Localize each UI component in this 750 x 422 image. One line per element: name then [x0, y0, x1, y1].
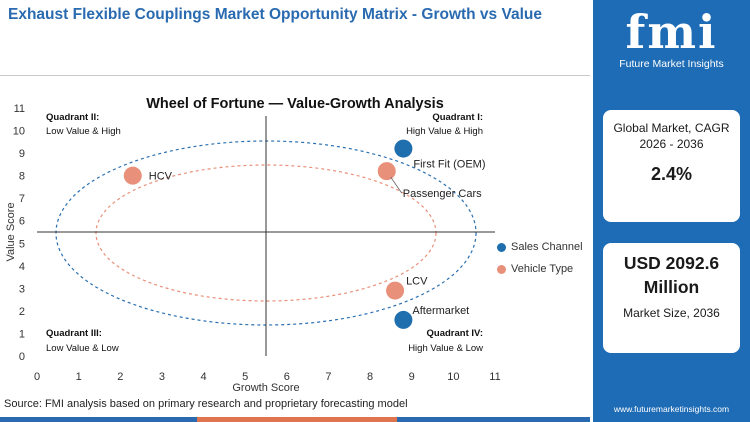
data-point-label: LCV	[406, 276, 428, 288]
x-axis-title: Growth Score	[232, 382, 299, 394]
data-point-label: Passenger Cars	[403, 188, 482, 200]
data-point-label: Aftermarket	[412, 305, 469, 317]
x-tick-label: 4	[200, 371, 206, 383]
cagr-value: 2.4%	[650, 164, 693, 184]
quadrant-description: High Value & Low	[408, 343, 483, 354]
x-tick-label: 3	[159, 371, 165, 383]
x-tick-label: 0	[34, 371, 40, 383]
y-tick-label: 10	[13, 126, 25, 138]
market-size-card: USD 2092.6 Million Market Size, 2036	[603, 243, 740, 353]
chart-legend: Sales Channel Vehicle Type	[497, 236, 583, 280]
y-tick-label: 8	[19, 171, 25, 183]
data-point	[386, 281, 405, 300]
y-tick-label: 4	[19, 261, 25, 273]
opportunity-matrix-chart: Wheel of Fortune — Value-Growth Analysis…	[5, 96, 501, 394]
cagr-card: Global Market, CAGR 2026 - 2036 2.4%	[603, 110, 740, 222]
legend-label-vehicle-type: Vehicle Type	[511, 263, 574, 275]
quadrant-title: Quadrant II:	[46, 112, 99, 123]
label-leader-line	[390, 176, 403, 194]
x-tick-label: 1	[76, 371, 82, 383]
quadrant-description: Low Value & Low	[46, 343, 119, 354]
y-tick-label: 11	[14, 103, 25, 115]
market-size-value: USD 2092.6 Million	[623, 253, 720, 297]
y-tick-label: 9	[19, 148, 25, 160]
data-point	[123, 166, 142, 185]
data-point-label: First Fit (OEM)	[413, 159, 485, 171]
x-tick-label: 9	[409, 371, 415, 383]
logo-tagline: Future Market Insights	[619, 58, 724, 70]
website-link[interactable]: www.futuremarketinsights.com	[613, 404, 730, 414]
data-point	[394, 139, 413, 158]
y-tick-label: 5	[19, 238, 25, 250]
page-title: Exhaust Flexible Couplings Market Opport…	[8, 6, 542, 23]
quadrant-title: Quadrant IV:	[427, 328, 483, 339]
legend-marker-vehicle-type	[497, 264, 506, 274]
quadrant-description: High Value & High	[406, 126, 483, 137]
cagr-label: Global Market, CAGR 2026 - 2036	[613, 121, 730, 151]
data-point	[394, 310, 413, 329]
data-point-label: HCV	[149, 171, 173, 183]
y-tick-label: 6	[19, 216, 25, 228]
y-tick-label: 3	[19, 283, 25, 295]
y-tick-label: 0	[19, 351, 25, 363]
sidebar: fmi Future Market Insights Global Market…	[593, 0, 750, 422]
x-tick-label: 2	[117, 371, 123, 383]
x-tick-label: 11	[489, 371, 500, 383]
inner-ring	[95, 164, 437, 302]
x-tick-label: 5	[242, 371, 248, 383]
x-tick-label: 10	[447, 371, 459, 383]
logo-wordmark: fmi	[625, 5, 718, 59]
y-tick-label: 1	[19, 328, 25, 340]
quadrant-title: Quadrant I:	[432, 112, 483, 123]
fmi-logo[interactable]: fmi Future Market Insights	[593, 6, 750, 70]
legend-item-vehicle-type: Vehicle Type	[497, 258, 583, 280]
legend-label-sales-channel: Sales Channel	[511, 241, 583, 253]
source-note: Source: FMI analysis based on primary re…	[4, 398, 408, 410]
market-size-label: Market Size, 2036	[623, 306, 720, 320]
y-tick-label: 7	[19, 193, 25, 205]
x-tick-label: 8	[367, 371, 373, 383]
title-divider	[0, 75, 590, 76]
y-tick-label: 2	[19, 306, 25, 318]
legend-marker-sales-channel	[497, 242, 506, 252]
x-tick-label: 7	[325, 371, 331, 383]
quadrant-description: Low Value & High	[46, 126, 121, 137]
x-tick-label: 6	[284, 371, 290, 383]
y-axis-title: Value Score	[5, 202, 17, 261]
quadrant-title: Quadrant III:	[46, 328, 102, 339]
chart-title: Wheel of Fortune — Value-Growth Analysis	[146, 96, 444, 112]
bottom-accent-bar-orange	[197, 417, 397, 422]
legend-item-sales-channel: Sales Channel	[497, 236, 583, 258]
data-point	[377, 162, 396, 181]
